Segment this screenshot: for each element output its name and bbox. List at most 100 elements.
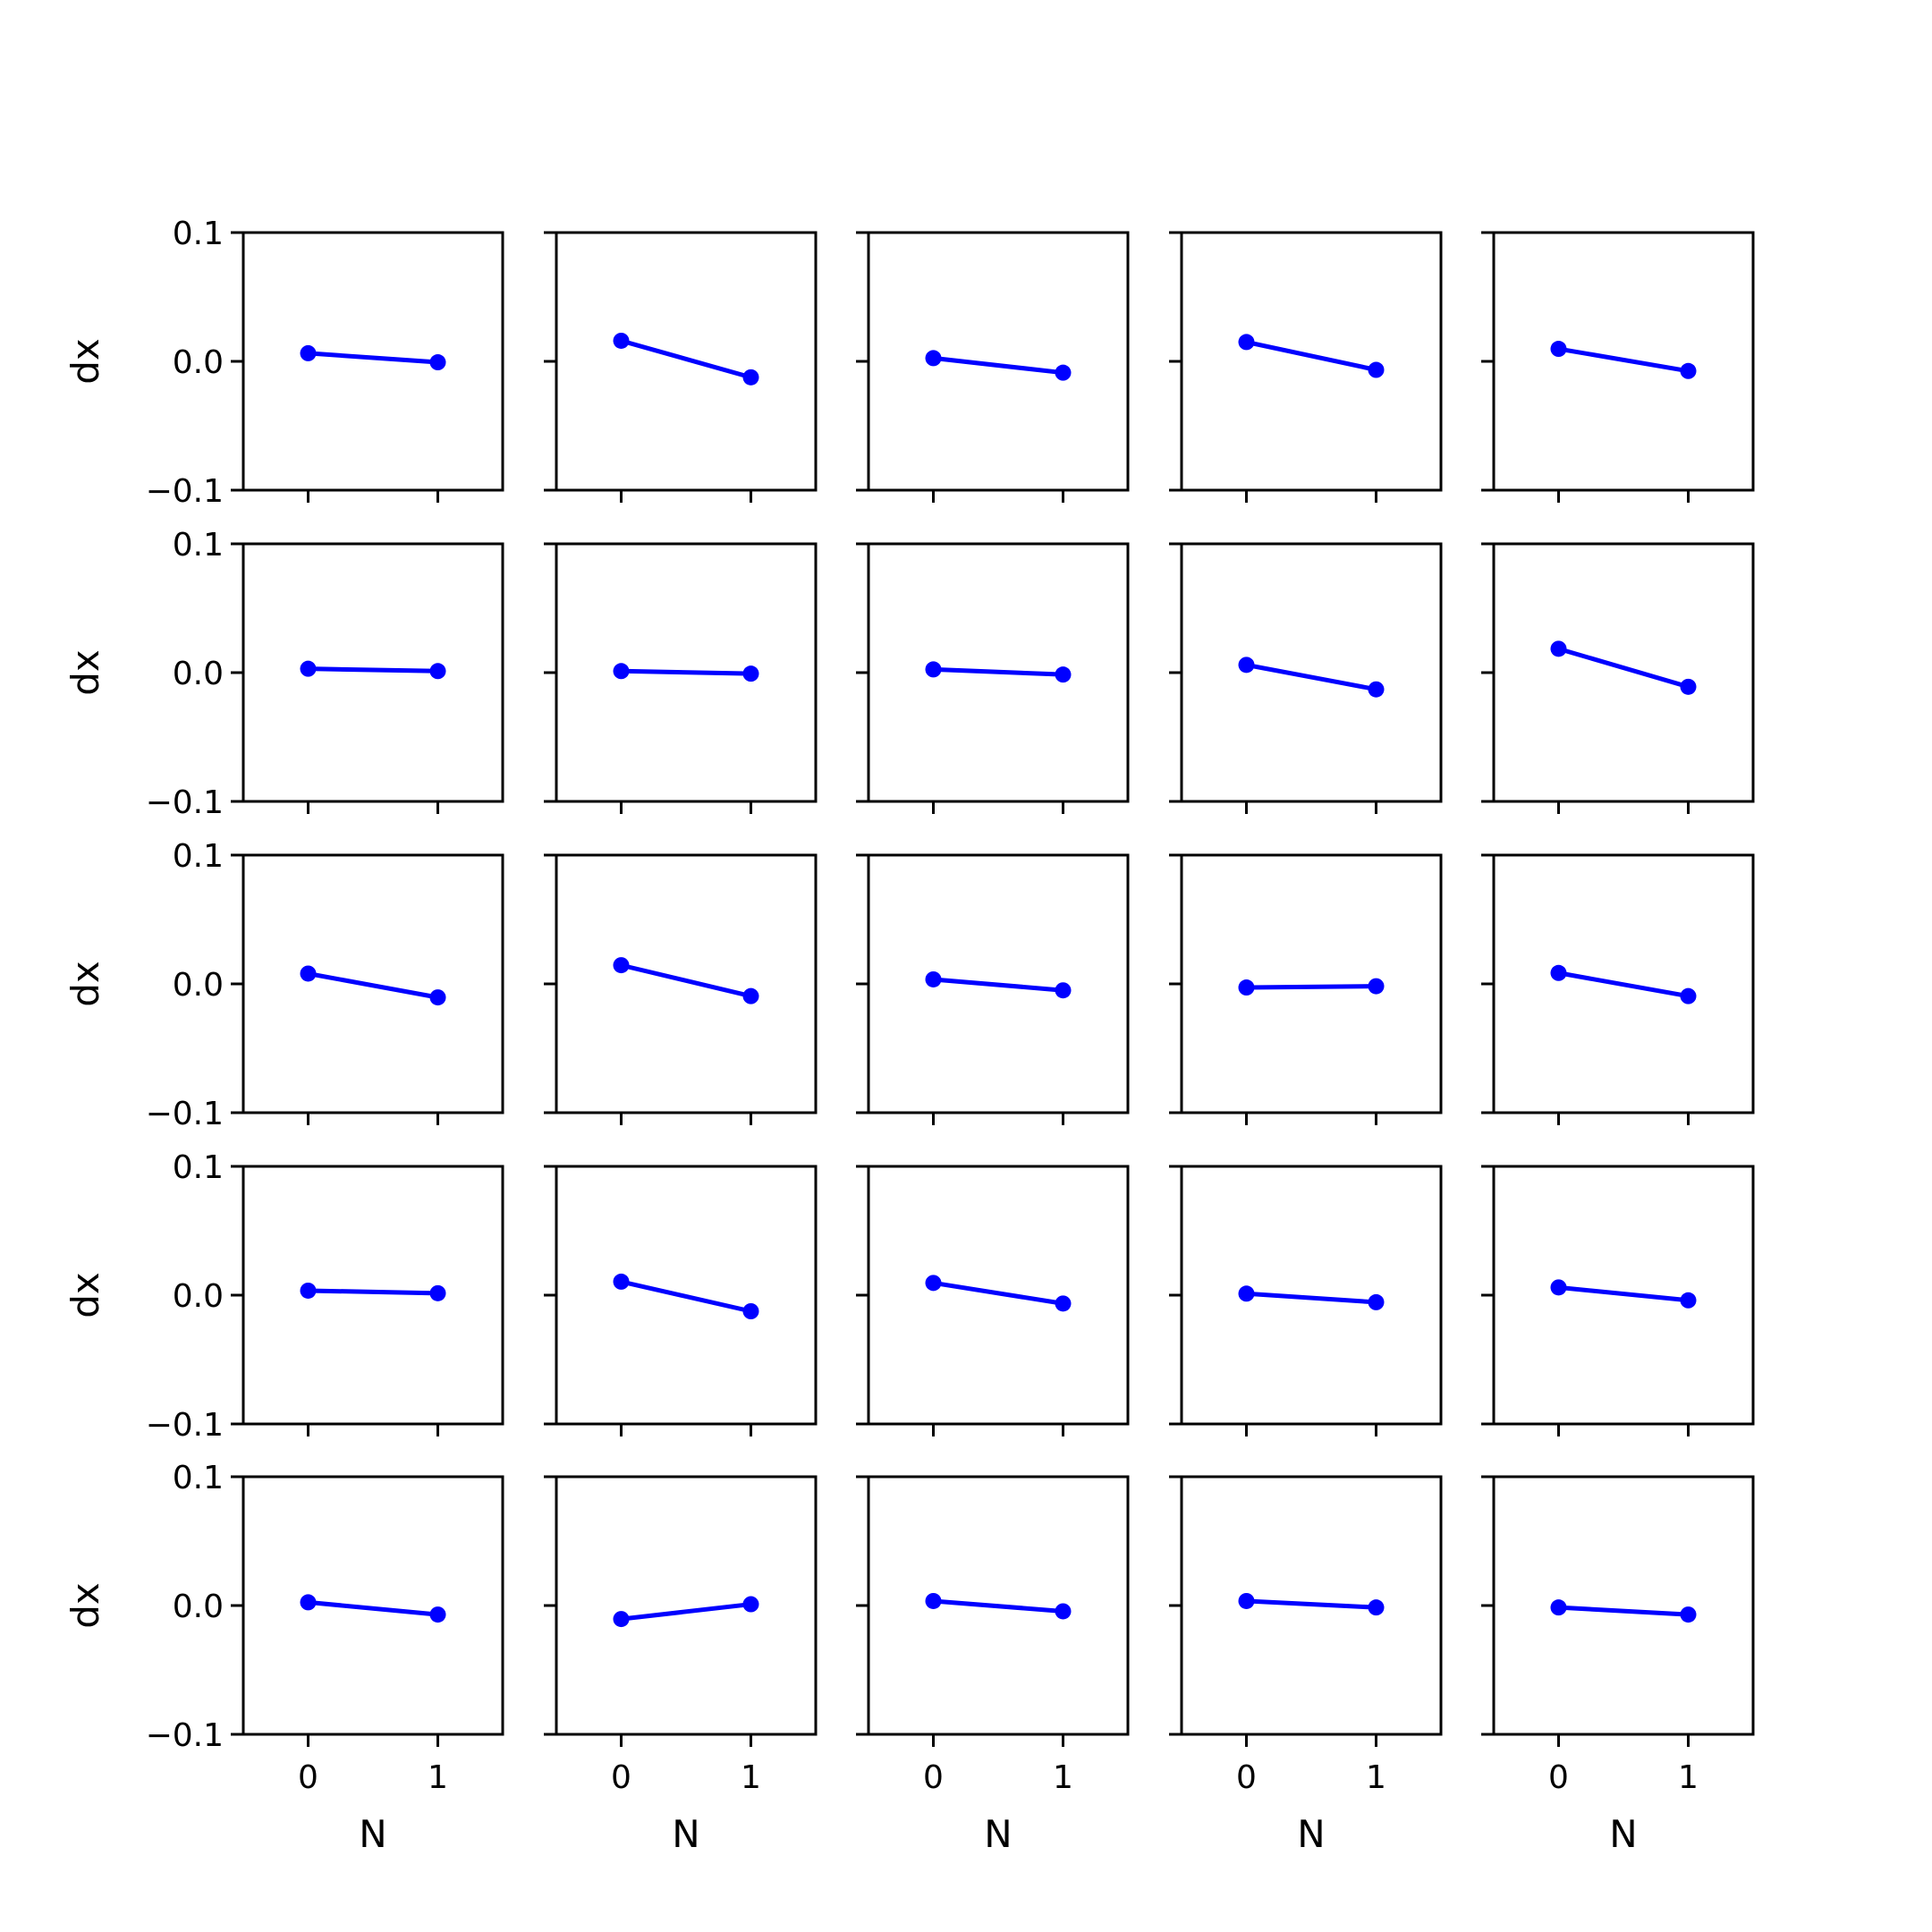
panel-r5-c1: 0.1 0.0 −0.1 0 1 dx N [64,1460,504,1856]
x-axis-label: N [672,1812,699,1856]
y-tick-label: 0.0 [173,967,224,1004]
x-tick-label: 1 [1053,1759,1073,1796]
panel-r4-c4 [1169,1165,1443,1436]
data-point [429,1606,446,1623]
x-tick-label: 0 [1236,1759,1257,1796]
panel-r2-c3 [856,542,1130,814]
x-tick-label: 1 [741,1759,761,1796]
series-line [1246,662,1377,692]
panel-grid: 0.10.0−0.1dx0.10.0−0.1dx0.10.0−0.1dx0.10… [64,216,1755,1856]
x-tick-label: 1 [1366,1759,1386,1796]
series-line [1246,1598,1377,1610]
series-line [620,1279,752,1314]
data-point [1550,1599,1567,1616]
panel-r1-c2 [544,231,818,503]
y-tick-label: 0.0 [173,1589,224,1625]
series-line [1558,970,1689,999]
panel-r4-c2 [544,1165,818,1436]
data-point [925,970,942,987]
x-axis-label: N [1609,1812,1637,1856]
series-line [1557,646,1690,690]
data-point [300,344,317,361]
data-point [1055,364,1072,381]
y-axis-label: dx [64,1272,107,1318]
data-point [429,354,446,371]
y-tick-label: 0.1 [173,1460,224,1496]
panel-r3-c5 [1481,853,1755,1125]
series-line [308,351,438,365]
panel-r1-c5 [1481,231,1755,503]
series-line [1558,1284,1689,1303]
series-line [1558,1605,1689,1617]
data-point [1238,1285,1255,1302]
y-tick-label: −0.1 [146,1717,224,1754]
series-line [1246,1291,1377,1305]
panel-r5-c4: 0 1 N [1169,1475,1443,1856]
panel-r1-c3 [856,231,1130,503]
data-point [613,957,630,974]
series-line [933,977,1063,993]
y-tick-label: −0.1 [146,784,224,821]
data-point [1238,979,1255,996]
data-point [1368,1293,1385,1310]
data-point [1055,1295,1072,1312]
panel-r1-c4 [1169,231,1443,503]
data-point [300,965,317,982]
panel-r1-c1: 0.1 0.0 −0.1 dx [64,216,504,510]
panel-r2-c4 [1169,542,1443,814]
series-line [308,971,438,1000]
data-point [1550,341,1567,358]
data-point [925,350,942,367]
data-point [1368,681,1385,698]
series-line [1558,346,1689,374]
data-point [1680,362,1697,379]
y-tick-label: 0.1 [173,1149,224,1186]
data-point [1680,987,1697,1004]
panel-r3-c4 [1169,853,1443,1125]
data-point [742,987,759,1004]
data-point [742,1596,759,1613]
y-tick-label: −0.1 [146,1407,224,1444]
data-point [925,661,942,678]
y-axis-label: dx [64,961,107,1007]
series-line [933,355,1063,376]
x-axis-label: N [1297,1812,1325,1856]
series-line [620,962,752,999]
data-point [613,1611,630,1628]
y-axis-label: dx [64,1582,107,1629]
data-point [1055,982,1072,999]
x-tick-label: 0 [298,1759,318,1796]
y-tick-label: −0.1 [146,1096,224,1132]
series-line [308,1599,438,1617]
y-tick-label: 0.1 [173,527,224,564]
panel-r2-c2 [544,542,818,814]
panel-r2-c5 [1481,542,1755,814]
data-point [1055,666,1072,683]
y-tick-label: 0.0 [173,1278,224,1315]
data-point [925,1275,942,1292]
x-tick-label: 1 [428,1759,448,1796]
data-point [613,1273,630,1290]
data-point [1550,964,1567,981]
panel-r3-c2 [544,853,818,1125]
data-point [429,989,446,1006]
x-axis-label: N [984,1812,1012,1856]
data-point [1368,361,1385,378]
y-tick-label: 0.0 [173,344,224,381]
x-tick-label: 0 [923,1759,944,1796]
panel-r5-c2: 0 1 N [544,1475,818,1856]
data-point [1368,1599,1385,1616]
panel-r4-c1: 0.1 0.0 −0.1 dx [64,1149,504,1444]
data-point [1368,978,1385,995]
data-point [1550,1279,1567,1296]
y-tick-label: 0.1 [173,838,224,875]
data-point [300,660,317,677]
y-tick-label: −0.1 [146,473,224,510]
y-axis-label: dx [64,338,107,385]
x-tick-label: 0 [611,1759,631,1796]
panel-r5-c3: 0 1 N [856,1475,1130,1856]
data-point [1680,1292,1697,1309]
data-point [1055,1603,1072,1620]
